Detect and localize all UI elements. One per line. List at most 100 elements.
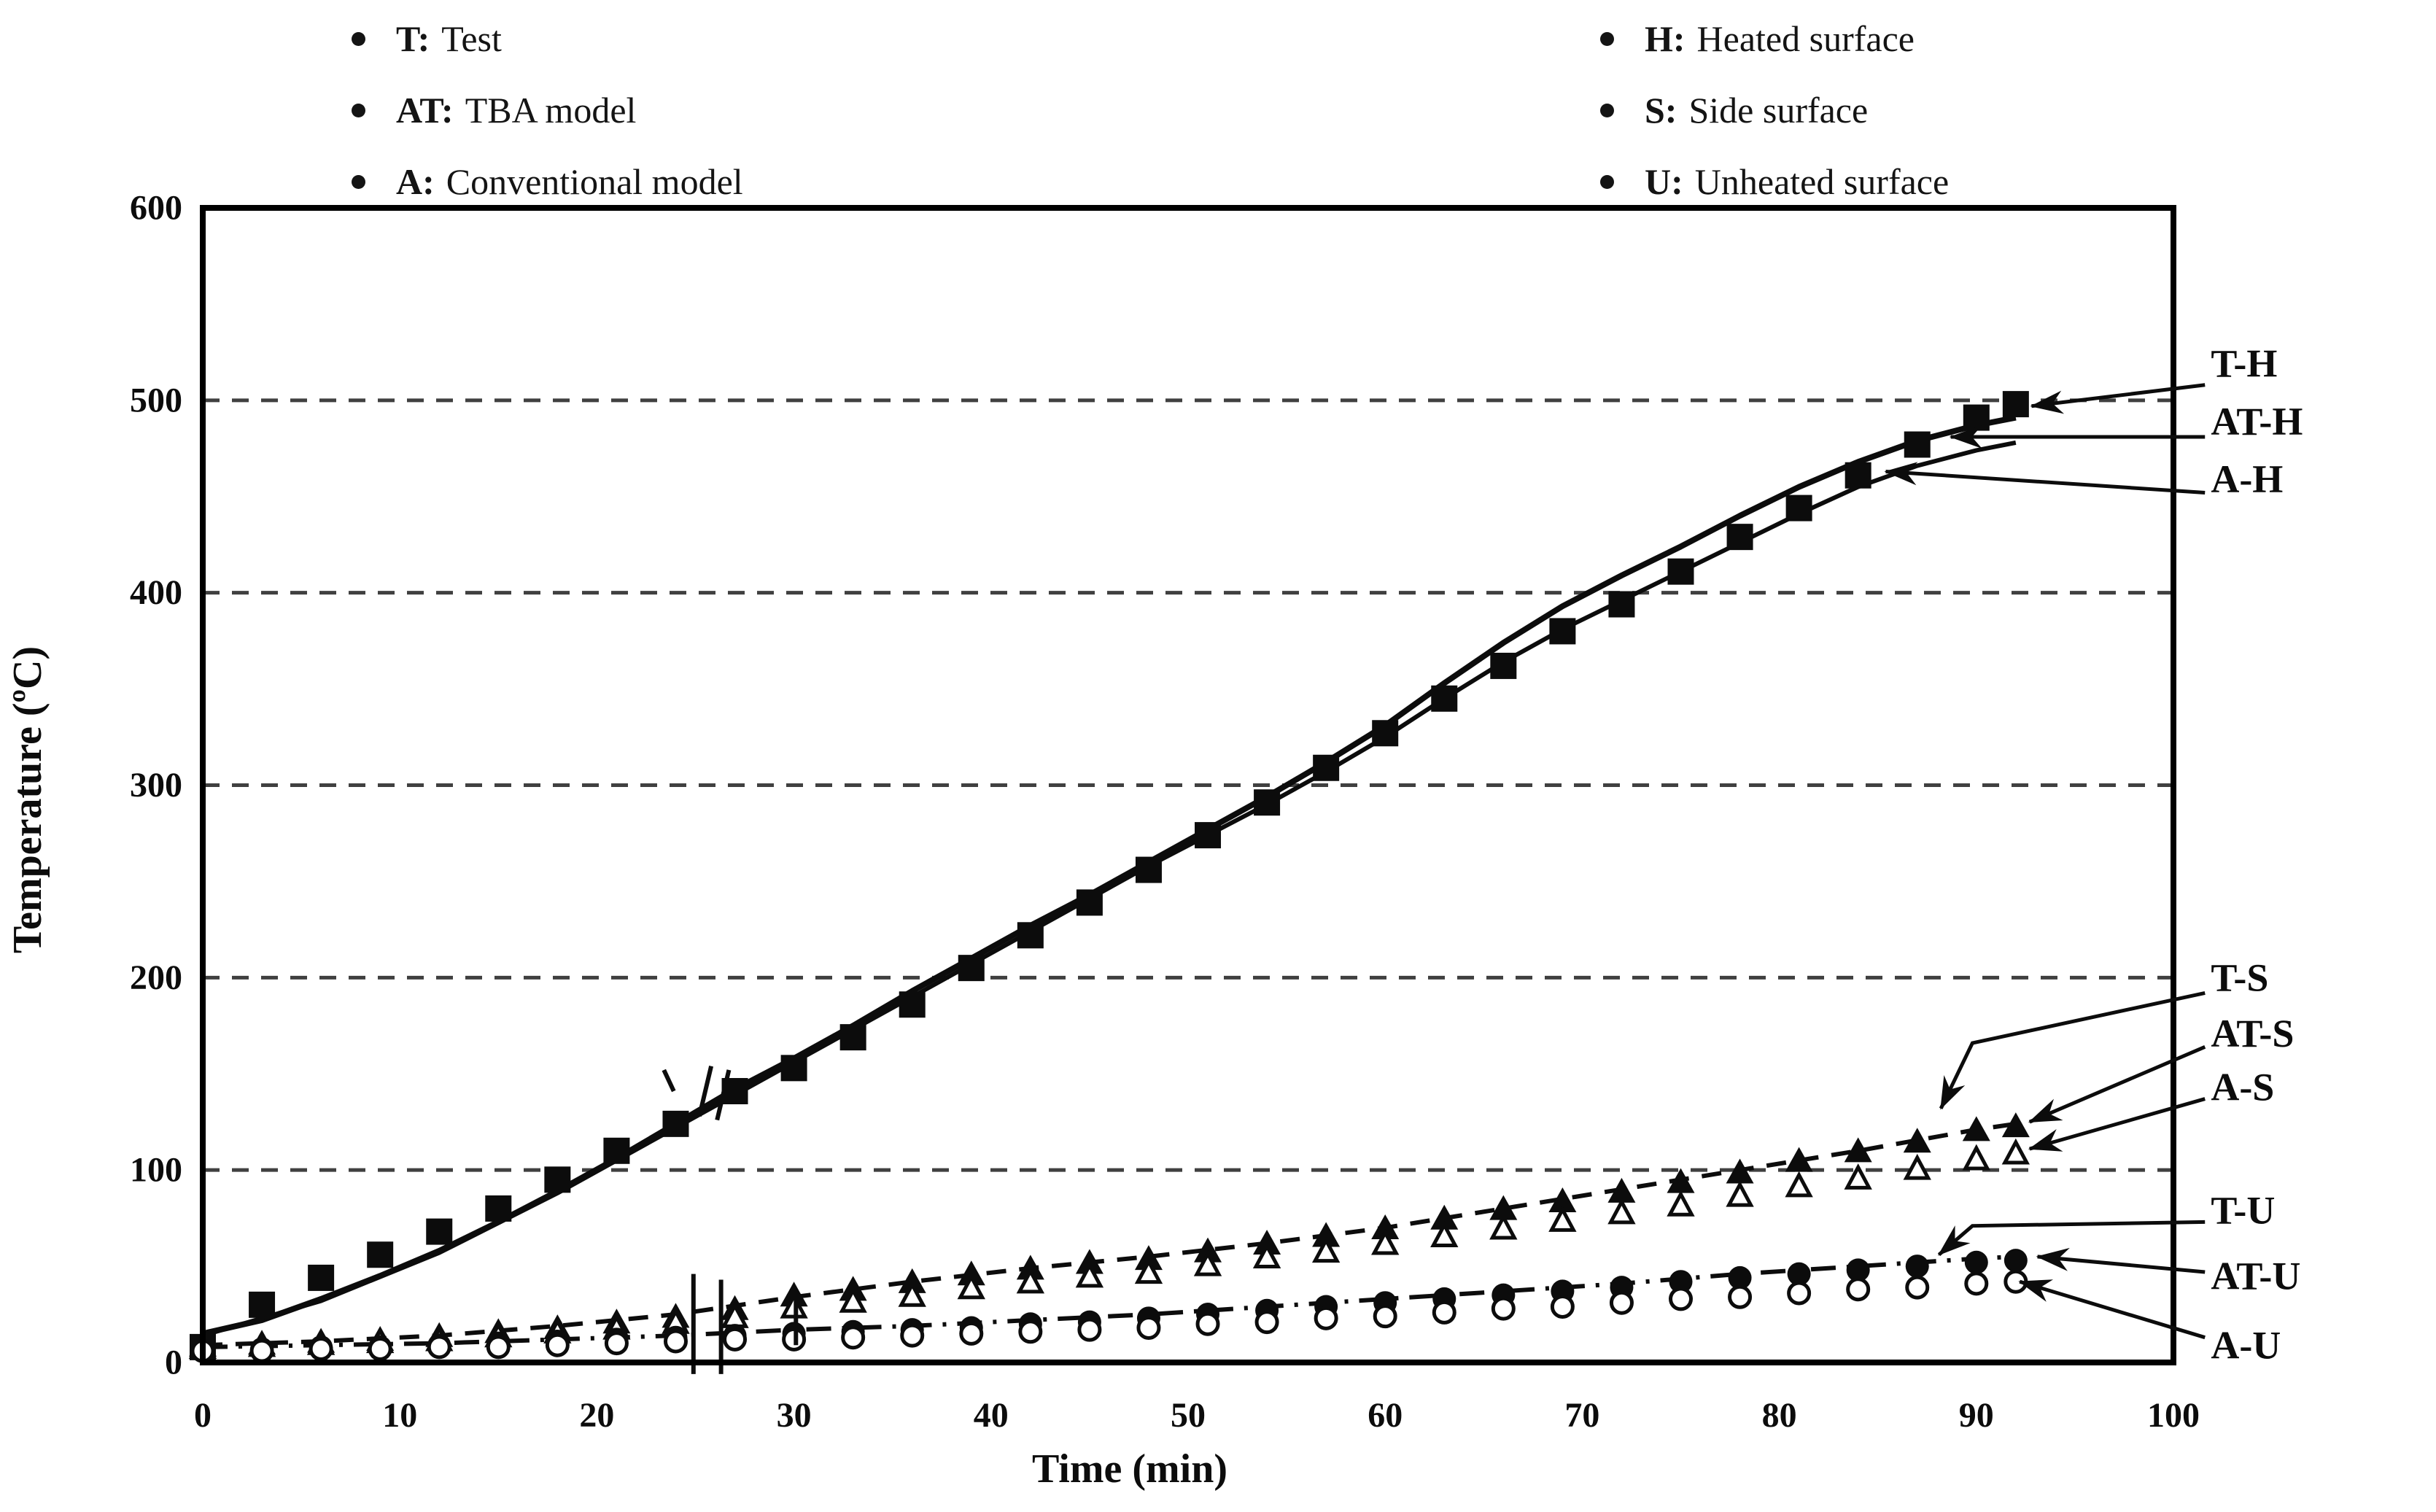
x-tick-label-80: 80: [1762, 1396, 1797, 1435]
annotation-arrow-AT-S: [2028, 1045, 2206, 1124]
series-A-U-marker: [723, 1327, 748, 1352]
series-T-H-marker: [485, 1195, 512, 1222]
y-tick-label-300: 300: [130, 766, 182, 805]
bullet-icon: [1600, 174, 1614, 189]
x-tick-label-100: 100: [2147, 1396, 2200, 1435]
series-T-H-marker: [249, 1291, 276, 1318]
series-T-S-marker: [1607, 1177, 1636, 1203]
series-T-U-marker: [1728, 1265, 1752, 1290]
legend-key: A:: [396, 161, 435, 202]
x-tick-label-0: 0: [194, 1396, 212, 1435]
x-tick-label-60: 60: [1368, 1396, 1403, 1435]
legend-label: Unheated surface: [1694, 161, 1950, 202]
legend-label: Side surface: [1688, 90, 1869, 131]
plot-border: [200, 205, 2176, 1365]
series-T-S-marker: [1430, 1204, 1459, 1230]
series-T-S-marker: [1016, 1255, 1044, 1280]
series-T-S-marker: [1903, 1128, 1931, 1153]
series-T-S-marker: [1134, 1245, 1163, 1271]
series-A-S-marker: [1075, 1261, 1104, 1288]
series-A-S-marker: [2001, 1138, 2030, 1165]
series-T-H-marker: [1726, 524, 1753, 551]
series-layer: [188, 391, 2030, 1363]
legend-key: T:: [396, 18, 430, 59]
bullet-icon: [1600, 103, 1614, 117]
annotation-arrow-AT-U: [2036, 1247, 2206, 1274]
series-T-H-marker: [544, 1166, 571, 1193]
annotation-label-AT-H: AT-H: [2211, 400, 2303, 443]
series-A-U-marker: [1787, 1281, 1812, 1306]
series-T-U-marker: [2004, 1249, 2028, 1273]
series-A-U-marker: [1195, 1311, 1220, 1336]
y-axis-title: Temperature (ºC): [5, 646, 50, 953]
series-T-H-marker: [1785, 495, 1812, 522]
bullet-icon: [352, 174, 365, 189]
x-tick-label-30: 30: [777, 1396, 812, 1435]
series-T-H-marker: [367, 1241, 394, 1268]
series-A-S-marker: [1607, 1198, 1636, 1225]
series-A-S-marker: [839, 1286, 867, 1313]
series-A-U-marker: [604, 1331, 629, 1356]
annotation-label-A-H: A-H: [2211, 457, 2283, 501]
series-T-H-marker: [1845, 462, 1871, 489]
series-T-S-marker: [1962, 1116, 1990, 1141]
x-tick-label-50: 50: [1171, 1396, 1206, 1435]
annotation-label-T-H: T-H: [2211, 342, 2277, 386]
series-A-S-marker: [1016, 1267, 1045, 1294]
legend-item-side-surface: S: Side surface: [1600, 74, 1949, 146]
series-T-H-marker: [1904, 431, 1931, 458]
series-A-U-marker: [249, 1338, 274, 1363]
legend-key: S:: [1645, 90, 1677, 131]
series-T-H-marker: [1490, 652, 1517, 679]
series-A-S-marker: [1193, 1249, 1222, 1276]
x-tick-label-40: 40: [974, 1396, 1009, 1435]
series-A-S-marker: [1785, 1171, 1813, 1198]
series-A-S-marker: [1371, 1228, 1400, 1255]
series-A-S-marker: [898, 1281, 926, 1307]
series-A-U-marker: [427, 1335, 451, 1360]
series-A-U-marker: [1846, 1277, 1871, 1302]
series-A-U-marker: [1254, 1310, 1279, 1335]
series-A-U-marker: [1018, 1319, 1043, 1344]
annotation-arrow-A-S: [2028, 1097, 2206, 1152]
x-tick-label-70: 70: [1564, 1396, 1599, 1435]
legend-item-test: T: Test: [352, 3, 743, 74]
series-A-U-marker: [1609, 1290, 1634, 1315]
series-T-S-marker: [1194, 1237, 1222, 1263]
series-T-H-marker: [899, 991, 926, 1018]
series-T-S-marker: [1489, 1195, 1518, 1220]
series-T-H-marker: [1431, 685, 1458, 712]
legend-item-unheated-surface: U: Unheated surface: [1600, 146, 1949, 217]
series-T-H-marker: [662, 1110, 689, 1137]
annotation-label-A-U: A-U: [2211, 1323, 2281, 1367]
annotation-arrow-A-U: [2018, 1279, 2206, 1340]
x-tick-label-90: 90: [1959, 1396, 1994, 1435]
series-A-U-marker: [1432, 1300, 1456, 1325]
series-T-S-marker: [2001, 1112, 2030, 1138]
series-A-S-marker: [1726, 1180, 1754, 1207]
annotation-label-T-S: T-S: [2211, 955, 2268, 999]
y-tick-label-0: 0: [165, 1344, 182, 1382]
series-A-S-marker: [1903, 1153, 1931, 1180]
series-A-U-marker: [309, 1337, 333, 1362]
series-A-U-marker: [545, 1333, 570, 1357]
series-A-S-marker: [1134, 1257, 1163, 1284]
legend-key: U:: [1645, 161, 1683, 202]
axes-labels: 0 10 20 30 40 50 60 70 80 90 100 0 100 200 300 400 500 60…: [5, 189, 2200, 1492]
series-T-S-marker: [1548, 1187, 1577, 1213]
bullet-icon: [1600, 31, 1614, 46]
legend-models: T: Test AT: TBA model A: Conventional mo…: [352, 3, 743, 217]
x-tick-label-20: 20: [579, 1396, 614, 1435]
legend-surfaces: H: Heated surface S: Side surface U: Unh…: [1600, 3, 1949, 217]
series-T-H-marker: [603, 1137, 630, 1164]
series-T-U-marker: [1787, 1262, 1811, 1286]
series-A-S-marker: [1311, 1236, 1341, 1263]
series-T-S-marker: [1844, 1137, 1872, 1163]
glitch-mark: [697, 1066, 714, 1117]
y-tick-label-100: 100: [130, 1151, 182, 1190]
glitch-mark: [662, 1069, 676, 1093]
series-T-S-marker: [1253, 1230, 1281, 1255]
series-T-H-marker: [780, 1055, 807, 1082]
series-T-H-marker: [1608, 591, 1635, 618]
